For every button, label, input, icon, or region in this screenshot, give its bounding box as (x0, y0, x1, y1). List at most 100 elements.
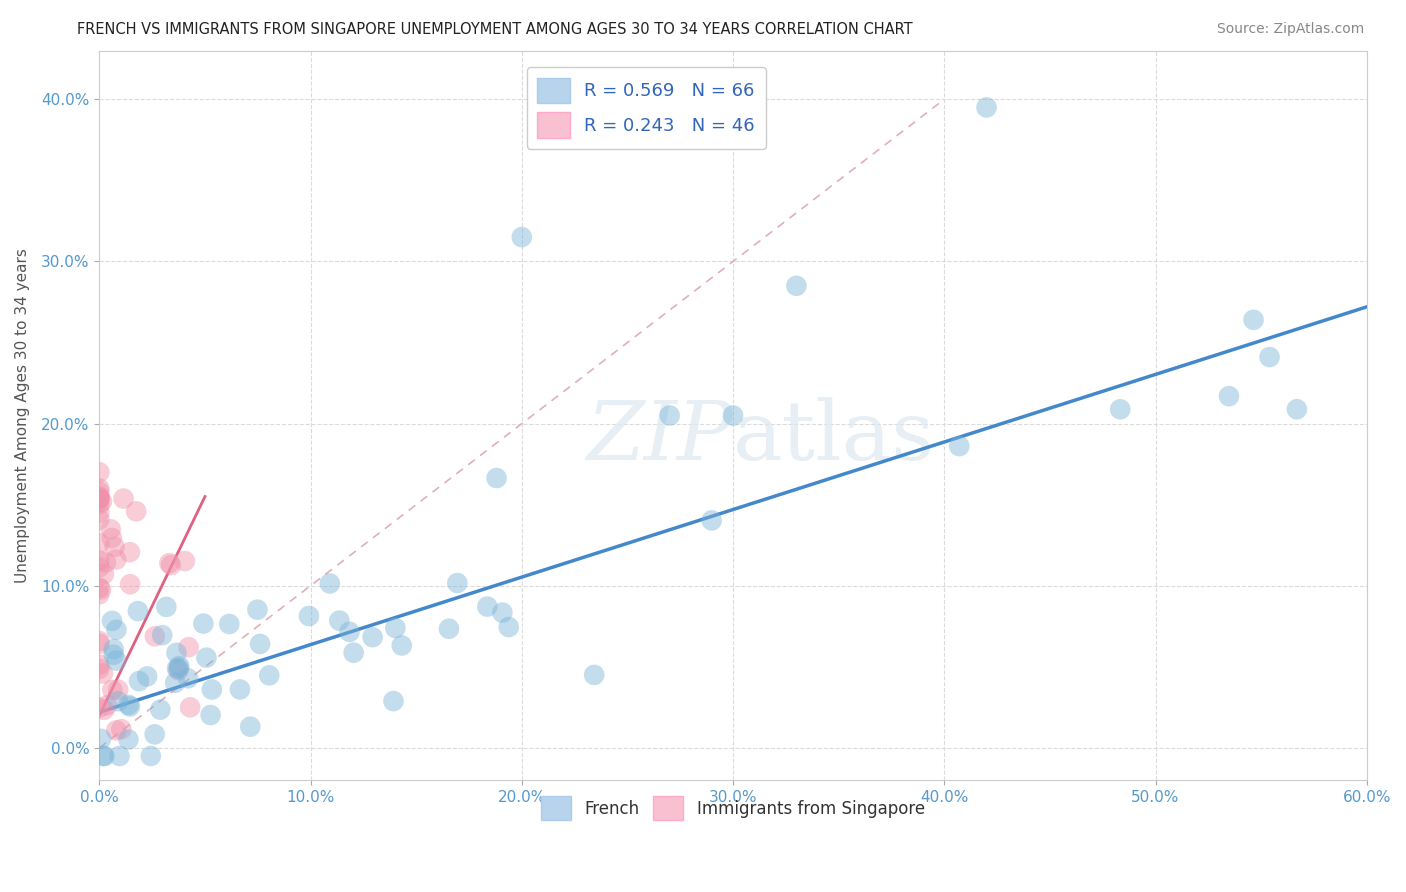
Point (477, 599, 499, 614)
Point (89, 484, 111, 499)
Point (1285, 402, 1308, 417)
Point (89, 662, 111, 676)
Point (976, 100, 998, 114)
Point (139, 749, 162, 764)
Point (339, 624, 361, 639)
Point (91, 494, 114, 508)
Point (103, 642, 125, 657)
Point (167, 661, 190, 675)
Point (391, 639, 413, 653)
Point (1243, 313, 1265, 327)
Point (104, 540, 127, 554)
Point (384, 621, 406, 635)
Point (583, 668, 606, 682)
Y-axis label: Unemployment Among Ages 30 to 34 years: Unemployment Among Ages 30 to 34 years (15, 248, 30, 583)
Point (169, 659, 191, 673)
Text: atlas: atlas (733, 397, 935, 477)
Point (155, 599, 177, 614)
Point (437, 622, 460, 636)
Point (118, 545, 141, 559)
Legend: French, Immigrants from Singapore: French, Immigrants from Singapore (534, 789, 931, 827)
Point (89, 700, 111, 714)
Point (485, 471, 508, 485)
Point (105, 654, 128, 668)
Point (218, 617, 240, 632)
Point (319, 576, 342, 591)
Point (100, 522, 122, 536)
Point (112, 491, 135, 506)
Point (136, 669, 159, 683)
Text: FRENCH VS IMMIGRANTS FROM SINGAPORE UNEMPLOYMENT AMONG AGES 30 TO 34 YEARS CORRE: FRENCH VS IMMIGRANTS FROM SINGAPORE UNEM… (77, 22, 912, 37)
Point (105, 623, 128, 637)
Point (108, 749, 131, 764)
Point (89, 465, 111, 479)
Point (89, 491, 111, 505)
Point (658, 409, 681, 423)
Point (249, 637, 271, 651)
Point (118, 699, 141, 714)
Point (1218, 389, 1240, 403)
Point (110, 723, 132, 737)
Point (239, 720, 262, 734)
Point (89, 560, 111, 574)
Point (93, 749, 115, 764)
Point (89, 491, 111, 506)
Point (167, 663, 190, 677)
Point (785, 278, 807, 293)
Point (157, 556, 180, 570)
Point (89, 536, 111, 550)
Point (298, 609, 321, 624)
Point (127, 604, 149, 618)
Point (246, 602, 269, 616)
Point (700, 513, 723, 527)
Point (177, 671, 200, 685)
Point (117, 698, 139, 712)
Point (89, 553, 111, 567)
Point (89, 637, 111, 651)
Point (89, 634, 111, 648)
Point (201, 682, 224, 697)
Point (498, 620, 520, 634)
Point (259, 668, 281, 682)
Point (166, 661, 188, 675)
Point (89, 497, 111, 511)
Point (107, 682, 129, 697)
Point (91, 666, 114, 681)
Point (90, 731, 112, 746)
Point (128, 674, 150, 689)
Point (107, 694, 129, 708)
Point (510, 230, 533, 244)
Point (173, 554, 195, 568)
Point (179, 700, 201, 714)
Point (89, 490, 111, 504)
Point (177, 640, 200, 655)
Point (382, 694, 405, 708)
Point (1109, 402, 1132, 417)
Point (90, 582, 112, 597)
Point (93, 749, 115, 764)
Point (89, 506, 111, 520)
Point (89, 581, 111, 595)
Point (948, 439, 970, 453)
Point (105, 552, 128, 566)
Point (89, 482, 111, 496)
Point (195, 650, 218, 665)
Point (1258, 350, 1281, 364)
Point (105, 723, 128, 738)
Point (721, 409, 744, 423)
Point (229, 682, 252, 697)
Point (93, 567, 115, 582)
Point (446, 576, 468, 591)
Point (89, 491, 111, 506)
Point (94, 556, 117, 570)
Text: ZIP: ZIP (586, 397, 733, 477)
Point (101, 614, 124, 628)
Point (491, 606, 513, 620)
Point (166, 646, 188, 660)
Point (200, 708, 222, 723)
Point (160, 558, 183, 573)
Text: Source: ZipAtlas.com: Source: ZipAtlas.com (1216, 22, 1364, 37)
Point (89, 587, 111, 601)
Point (93, 703, 115, 717)
Point (89, 657, 111, 672)
